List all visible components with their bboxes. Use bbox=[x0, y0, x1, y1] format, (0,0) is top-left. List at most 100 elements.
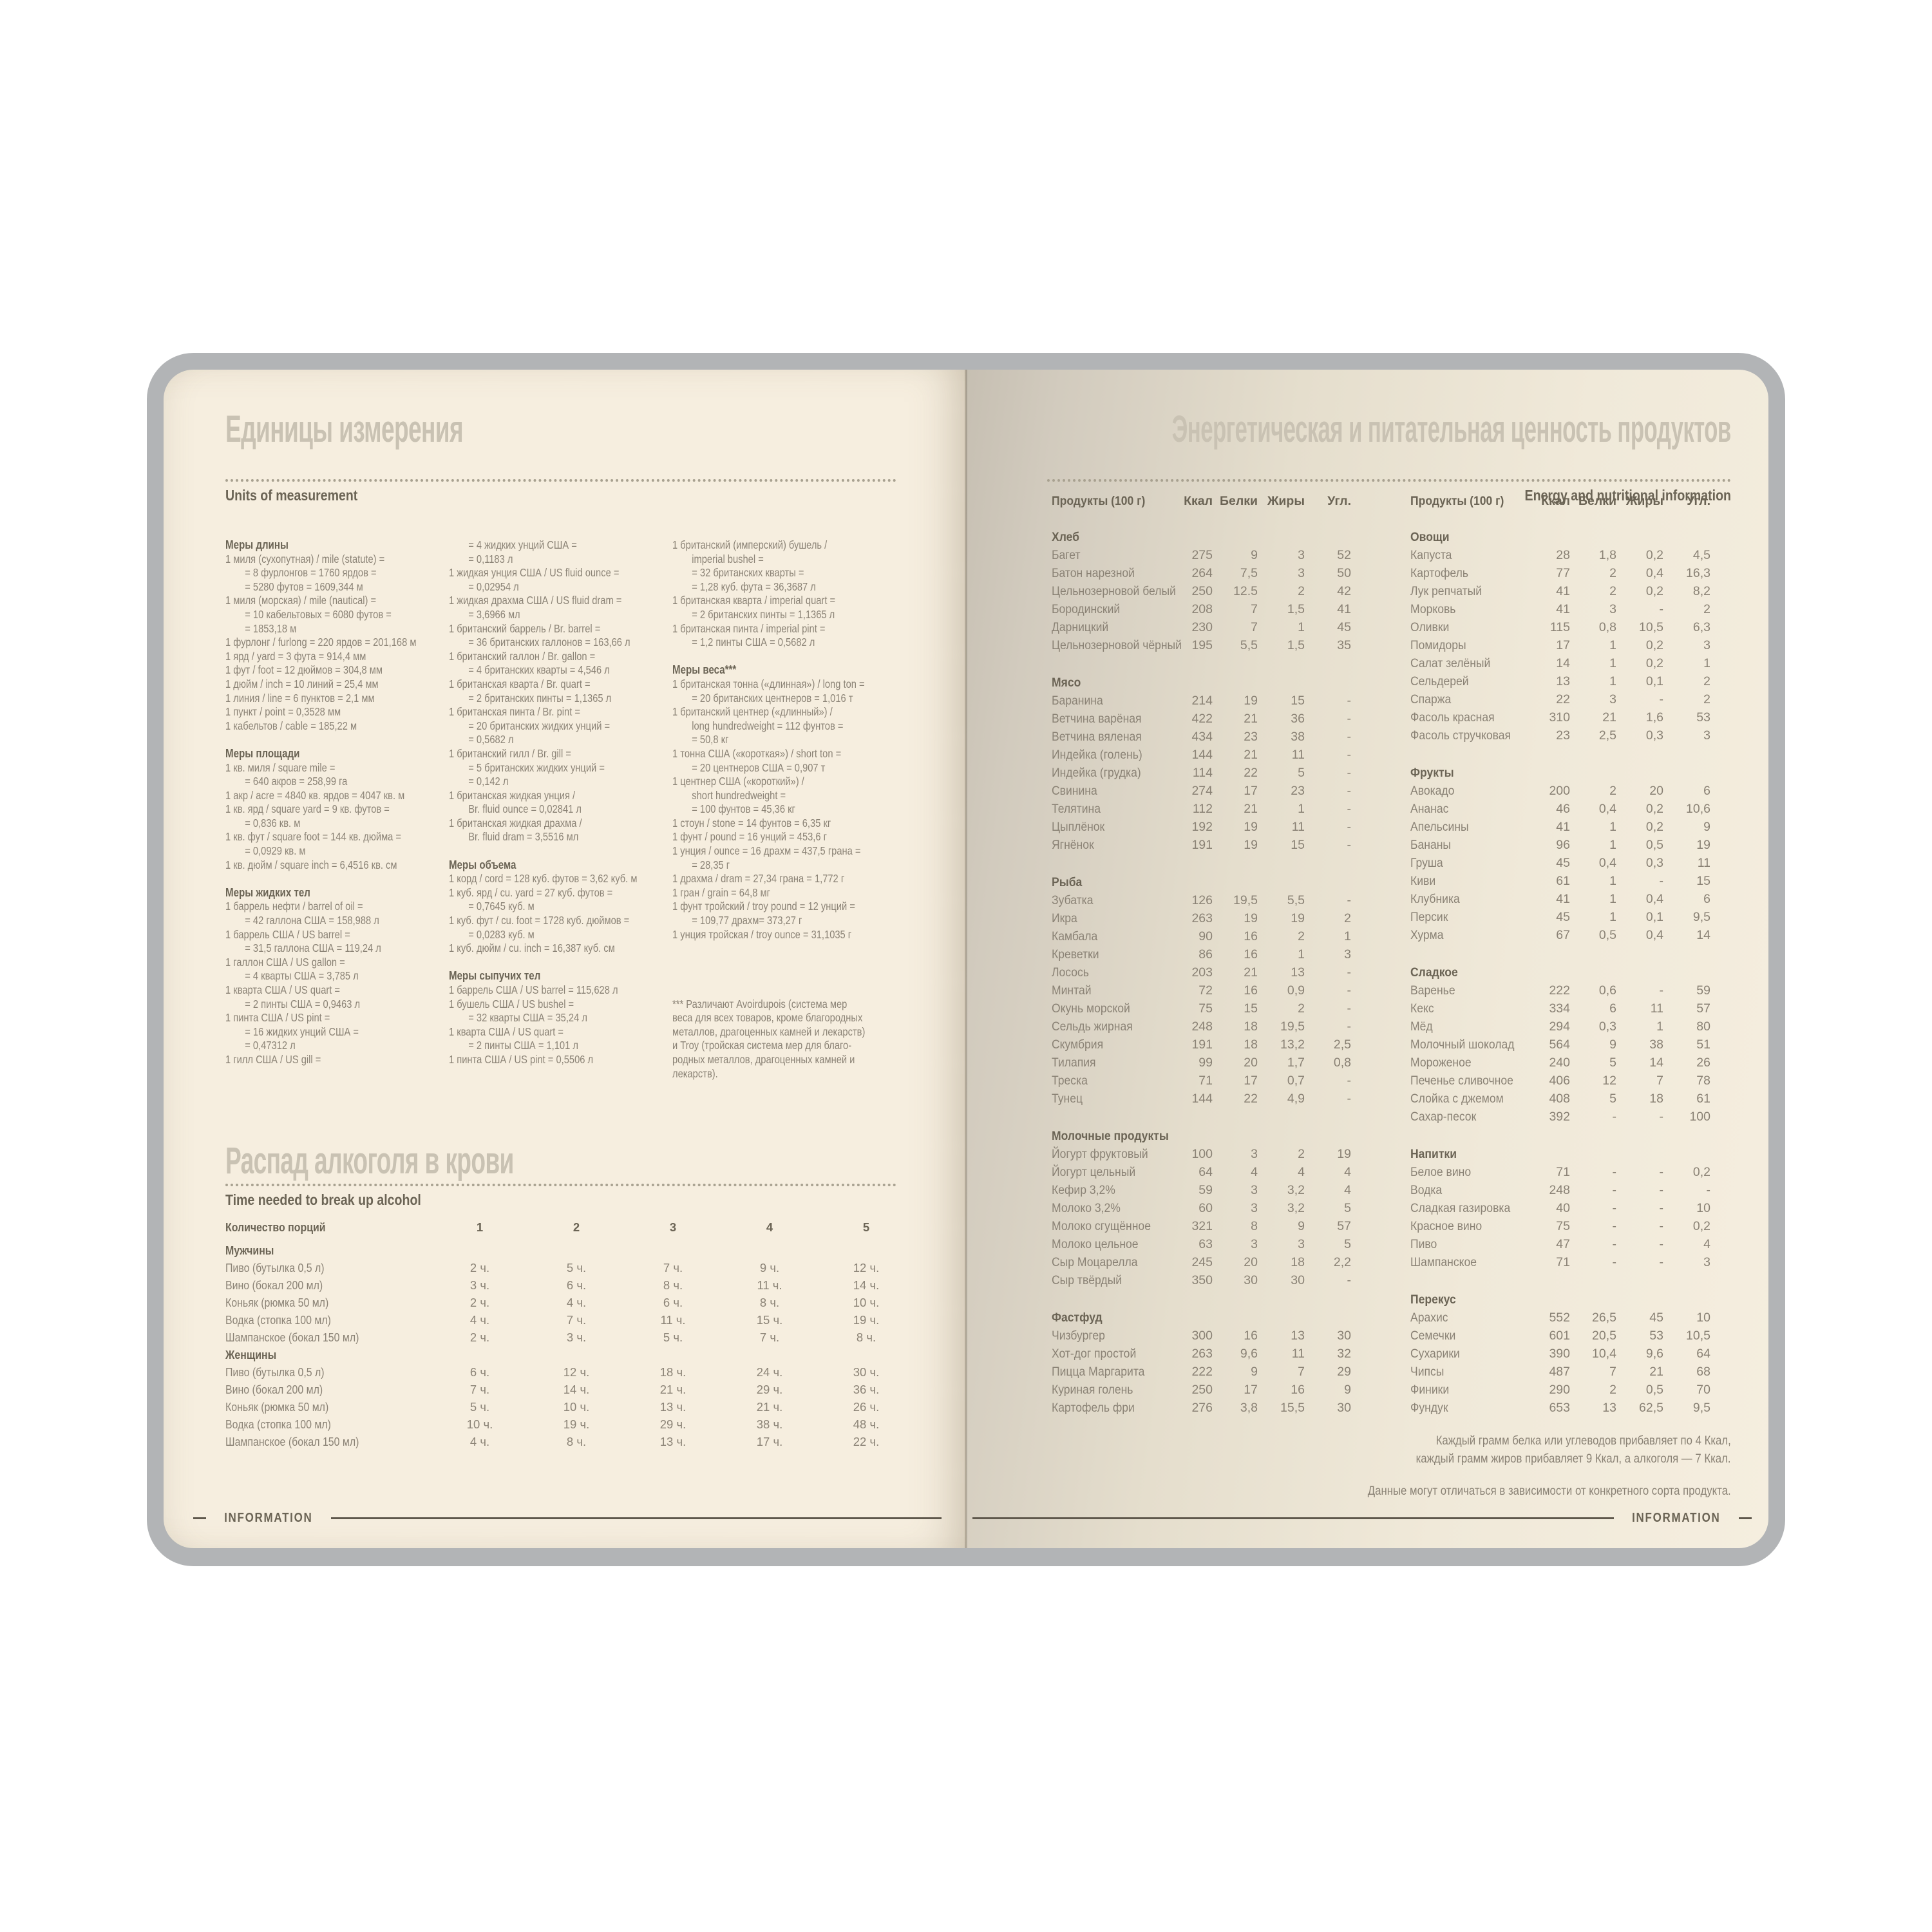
food-value: 422 bbox=[1191, 712, 1213, 726]
alcohol-row-label: Вино (бокал 200 мл) bbox=[225, 1278, 323, 1292]
food-row: Индейка (грудка) 114 22 5 - bbox=[1052, 764, 1351, 782]
food-label: Авокадо bbox=[1410, 784, 1455, 798]
food-value: 57 bbox=[1696, 1001, 1710, 1016]
alcohol-value: 10 ч. bbox=[466, 1417, 493, 1431]
food-value: 2,2 bbox=[1333, 1255, 1351, 1269]
food-value: - bbox=[1612, 1219, 1617, 1233]
food-value: 52 bbox=[1337, 548, 1351, 562]
food-value: 112 bbox=[1192, 802, 1213, 816]
measure-line: 1 британский (имперский) бушель / bbox=[672, 538, 828, 551]
food-section: Хлеб Багет 275 9 3 52 Батон нарезной 264 7,5 3 50 Ц… bbox=[1052, 528, 1351, 654]
food-row: Хурма 67 0,5 0,4 14 bbox=[1410, 926, 1710, 944]
food-label: Хот-дог простой bbox=[1052, 1347, 1137, 1361]
food-section-title: Молочные продукты bbox=[1052, 1129, 1169, 1143]
food-row: Сыр Моцарелла 245 20 18 2,2 bbox=[1052, 1253, 1351, 1271]
food-value: 310 bbox=[1549, 710, 1570, 724]
food-value: 4 bbox=[1251, 1165, 1258, 1179]
column-header-fat: Жиры bbox=[1625, 494, 1663, 508]
food-section: Мясо Баранина 214 19 15- Ветчина варёная 422 21… bbox=[1052, 674, 1351, 854]
food-value: 100 bbox=[1191, 1147, 1213, 1161]
measure-line: 1 кв. дюйм / square inch = 6,4516 кв. см bbox=[225, 858, 397, 871]
food-value: 6 bbox=[1703, 892, 1710, 906]
food-value: 19 bbox=[1291, 911, 1305, 925]
food-value: 13 bbox=[1291, 1329, 1305, 1343]
food-value: 11 bbox=[1697, 856, 1710, 870]
food-value: 18 bbox=[1244, 1019, 1258, 1034]
food-label: Свинина bbox=[1052, 784, 1097, 798]
food-value: 22 bbox=[1244, 766, 1258, 780]
alcohol-value: 5 ч. bbox=[469, 1400, 490, 1414]
food-row: Спаржа 22 3 - 2 bbox=[1410, 690, 1710, 708]
measure-line: 1 кв. миля / square mile = bbox=[225, 761, 336, 774]
food-row: Молоко 3,2% 60 3 3,2 5 bbox=[1052, 1199, 1351, 1217]
food-value: 75 bbox=[1198, 1001, 1213, 1016]
food-label: Куриная голень bbox=[1052, 1383, 1133, 1397]
food-value: - bbox=[1347, 802, 1352, 816]
measure-line: 1 жидкая унция США / US fluid ounce = bbox=[449, 566, 620, 580]
food-value: - bbox=[1659, 1201, 1664, 1215]
food-row: Мороженое 240 5 14 26 bbox=[1410, 1054, 1710, 1072]
alcohol-row-label: Водка (стопка 100 мл) bbox=[225, 1417, 331, 1431]
food-value: 5 bbox=[1344, 1201, 1351, 1215]
food-label: Сухарики bbox=[1410, 1347, 1460, 1361]
measure-line: 1 куб. ярд / cu. yard = 27 куб. футов = bbox=[449, 886, 613, 899]
food-value: 8 bbox=[1251, 1219, 1258, 1233]
measure-line: = 50,8 кг bbox=[692, 733, 729, 746]
food-value: 18 bbox=[1649, 1092, 1663, 1106]
food-value: 16,3 bbox=[1686, 566, 1710, 580]
food-label: Икра bbox=[1052, 911, 1077, 925]
food-value: 7 bbox=[1656, 1074, 1663, 1088]
food-value: 4 bbox=[1344, 1183, 1351, 1197]
food-value: 12.5 bbox=[1233, 584, 1258, 598]
food-value: - bbox=[1659, 1165, 1664, 1179]
book-spine bbox=[965, 370, 967, 1548]
measure-line: 1 миля (сухопутная) / mile (statute) = bbox=[225, 552, 385, 565]
alcohol-value: 12 ч. bbox=[853, 1261, 880, 1274]
food-value: 13 bbox=[1291, 965, 1305, 980]
food-row: Йогурт цельный 64 4 4 4 bbox=[1052, 1163, 1351, 1181]
food-label: Лосось bbox=[1052, 965, 1089, 980]
food-row: Сыр твёрдый 350 30 30 - bbox=[1052, 1271, 1351, 1289]
food-value: 250 bbox=[1191, 1383, 1213, 1397]
measure-line: 1 унция тройская / troy ounce = 31,1035 … bbox=[672, 927, 852, 941]
food-value: 0,7 bbox=[1287, 1074, 1305, 1088]
food-value: 64 bbox=[1198, 1165, 1213, 1179]
food-value: 2 bbox=[1703, 674, 1710, 688]
measure-line: = 0,47312 л bbox=[245, 1039, 296, 1052]
food-section: Рыба Зубатка 126 19,5 5,5- Икра 263 19 19 2 Камбал… bbox=[1052, 873, 1351, 1108]
food-value: 41 bbox=[1556, 892, 1570, 906]
food-value: 3 bbox=[1298, 1237, 1305, 1251]
measure-line bbox=[449, 956, 636, 970]
food-value: 13,2 bbox=[1280, 1037, 1305, 1052]
measure-line bbox=[672, 983, 860, 998]
food-value: 53 bbox=[1649, 1329, 1663, 1343]
food-value: 5 bbox=[1609, 1092, 1616, 1106]
nutrition-section-subtitle: Energy and nutritional information bbox=[1524, 487, 1731, 504]
alcohol-row-label: Шампанское (бокал 150 мл) bbox=[225, 1435, 359, 1448]
food-value: 9,6 bbox=[1240, 1347, 1258, 1361]
food-value: 3,2 bbox=[1287, 1201, 1305, 1215]
food-value: 4 bbox=[1298, 1165, 1305, 1179]
food-value: 28 bbox=[1556, 548, 1570, 562]
alcohol-value: 22 ч. bbox=[853, 1435, 880, 1448]
alcohol-table: Количество порций 1 2 3 4 5 Мужчины Пиво (бутыл… bbox=[225, 1218, 921, 1450]
food-value: 19 bbox=[1244, 911, 1258, 925]
food-value: 7 bbox=[1298, 1365, 1305, 1379]
left-page: Единицы измерения Units of measurement М… bbox=[164, 370, 966, 1548]
measure-line: 1 британский галлон / Br. gallon = bbox=[449, 649, 596, 663]
alcohol-value: 19 ч. bbox=[563, 1417, 590, 1431]
food-label: Апельсины bbox=[1410, 820, 1469, 834]
food-value: 61 bbox=[1696, 1092, 1710, 1106]
food-label: Ягнёнок bbox=[1052, 838, 1094, 852]
food-label: Картофель bbox=[1410, 566, 1468, 580]
food-value: - bbox=[1347, 730, 1352, 744]
footer-rule bbox=[972, 1517, 1615, 1519]
food-row: Сельдь жирная 248 18 19,5 - bbox=[1052, 1018, 1351, 1036]
measure-line: = 0,7645 куб. м bbox=[468, 900, 535, 913]
food-value: 1 bbox=[1656, 1019, 1663, 1034]
food-value: 350 bbox=[1191, 1273, 1213, 1287]
food-value: 214 bbox=[1191, 694, 1213, 708]
food-value: 564 bbox=[1549, 1037, 1570, 1052]
food-value: 60 bbox=[1198, 1201, 1213, 1215]
alcohol-value: 17 ч. bbox=[756, 1435, 783, 1448]
